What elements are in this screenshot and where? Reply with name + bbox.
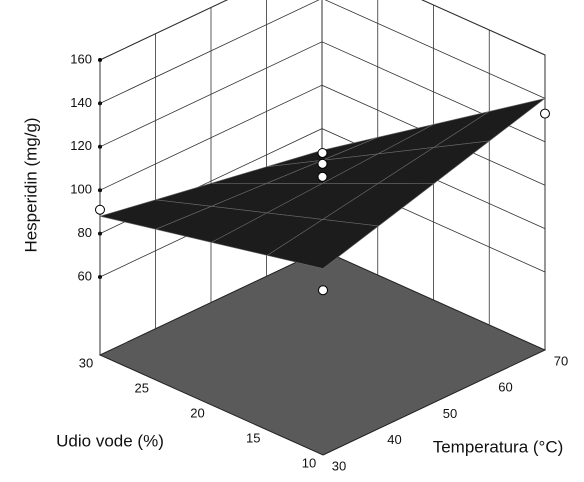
design-point (317, 171, 328, 182)
y-tick-label: 30 (79, 355, 93, 370)
grid-line (99, 0, 546, 61)
x-tick-label: 60 (498, 380, 512, 395)
z-tick-label: 80 (78, 225, 92, 240)
design-point (317, 147, 328, 158)
y-tick-label: 20 (190, 405, 204, 420)
x-axis-label: Temperatura (°C) (433, 437, 564, 456)
z-axis-label: Hesperidin (mg/g) (21, 117, 40, 252)
floor (98, 249, 547, 456)
y-tick-label: 10 (302, 455, 316, 470)
z-tick-label: 60 (78, 268, 92, 283)
y-tick-label: 25 (135, 380, 149, 395)
z-tick-label: 160 (70, 51, 92, 66)
x-tick-label: 50 (443, 406, 457, 421)
design-point (540, 108, 550, 119)
z-tick-label: 140 (70, 95, 92, 110)
design-point (95, 204, 105, 215)
design-point (317, 158, 328, 169)
z-tick-label: 120 (70, 138, 92, 153)
grid-line (99, 0, 546, 104)
y-axis-label: Udio vode (%) (56, 431, 164, 450)
y-tick-label: 15 (246, 430, 260, 445)
x-tick-label: 40 (387, 432, 401, 447)
surface-cell (266, 219, 380, 269)
x-tick-label: 70 (554, 353, 568, 368)
z-tick-label: 100 (70, 182, 92, 197)
x-tick-label: 30 (332, 458, 346, 473)
design-point (318, 285, 328, 296)
